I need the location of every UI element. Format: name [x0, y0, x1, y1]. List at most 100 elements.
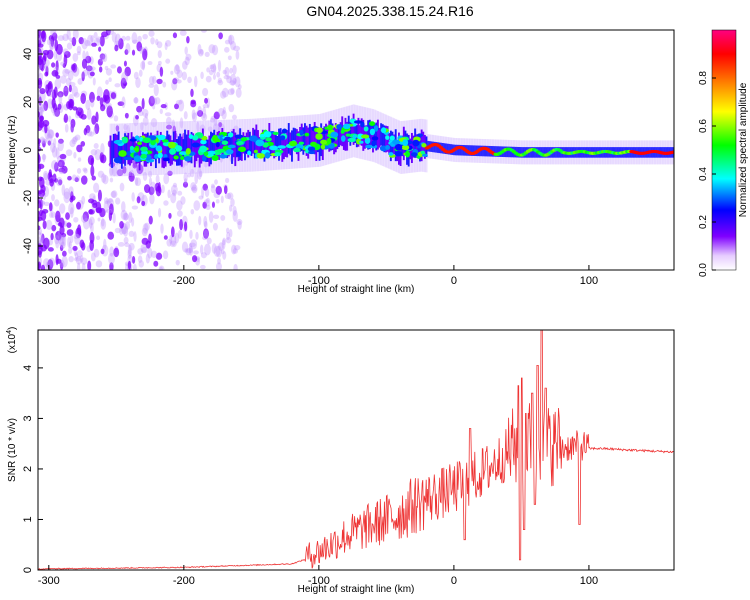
spectral-band-core — [483, 145, 486, 157]
spectral-noise-blob — [49, 178, 55, 187]
spectral-noise-blob — [109, 203, 114, 216]
spectral-noise-blob — [60, 75, 67, 84]
spectral-band-core — [159, 131, 162, 158]
spectral-noise-blob — [234, 76, 241, 88]
spectral-noise-blob — [59, 153, 67, 160]
spectral-noise-blob — [38, 138, 41, 145]
spectral-noise-blob — [150, 95, 155, 104]
spectral-noise-blob — [200, 49, 204, 55]
spectral-band-core — [185, 134, 188, 154]
spectral-noise-blob — [183, 178, 188, 185]
spectral-band-core — [127, 132, 130, 165]
spectral-peak — [326, 137, 332, 145]
spectral-noise-blob — [88, 209, 94, 215]
spectral-noise-blob — [121, 71, 128, 84]
spectral-band-core — [555, 147, 558, 158]
spectral-noise-blob — [106, 105, 113, 118]
spectral-noise-blob — [208, 44, 216, 54]
spectral-band-core — [521, 147, 524, 158]
spectral-noise-blob — [40, 104, 47, 112]
spectral-peak — [389, 135, 395, 141]
spectral-noise-blob — [123, 81, 128, 87]
spectral-noise-blob — [84, 39, 91, 47]
spectral-band-core — [367, 120, 370, 150]
spectral-noise-blob — [224, 177, 230, 184]
spectral-noise-blob — [90, 34, 95, 43]
spectral-noise-blob — [51, 146, 58, 158]
spectral-noise-blob — [202, 103, 210, 109]
spectral-noise-blob — [58, 92, 63, 104]
spectral-noise-blob — [55, 60, 59, 72]
spectral-noise-blob — [189, 242, 196, 248]
spectral-noise-blob — [215, 245, 223, 258]
spectral-band-core — [193, 135, 196, 168]
spectral-peak — [385, 135, 390, 140]
spectral-band-core — [338, 125, 341, 147]
spectral-noise-blob — [220, 215, 226, 221]
spectral-band-core — [522, 147, 525, 158]
spectral-noise-blob — [76, 168, 82, 174]
colorbar-label: Normalized spectral amplitude — [738, 82, 749, 217]
spectral-peak — [192, 135, 199, 141]
spectral-noise-blob — [93, 182, 100, 193]
spectral-noise-blob — [62, 33, 69, 42]
spectral-noise-blob — [206, 237, 212, 245]
spectral-noise-blob — [232, 64, 237, 75]
spectral-peak — [184, 155, 192, 162]
spectral-noise-blob — [220, 90, 227, 99]
spectral-noise-blob — [214, 179, 218, 185]
spectral-noise-blob — [140, 60, 146, 70]
spectral-noise-blob — [141, 246, 148, 254]
spectral-noise-blob — [99, 54, 106, 63]
x-tick-label: -200 — [173, 275, 195, 287]
spectral-noise-blob — [211, 201, 216, 208]
spectral-noise-blob — [74, 233, 81, 245]
spectral-noise-blob — [122, 165, 127, 174]
spectral-peak — [380, 127, 387, 134]
spectral-noise-blob — [123, 212, 129, 221]
spectral-noise-blob — [55, 254, 59, 266]
spectral-noise-blob — [184, 46, 188, 55]
spectral-noise-blob — [65, 149, 73, 157]
spectral-noise-blob — [186, 247, 194, 254]
spectral-peak — [129, 145, 134, 151]
spectral-noise-blob — [63, 113, 69, 123]
spectral-band-core — [206, 139, 209, 162]
spectral-band-core — [226, 132, 229, 159]
x-tick-label: 0 — [451, 275, 457, 287]
spectral-band-core — [495, 146, 498, 157]
spectral-noise-blob — [188, 242, 192, 254]
spectral-band-core — [201, 128, 204, 162]
spectral-noise-blob — [104, 65, 109, 71]
spectral-noise-blob — [125, 35, 131, 41]
spectral-noise-blob — [39, 209, 43, 216]
spectral-band-core — [509, 146, 512, 158]
spectral-noise-blob — [73, 91, 80, 98]
spectral-noise-blob — [40, 264, 46, 270]
spectral-peak — [342, 123, 351, 130]
spectral-band-core — [197, 138, 200, 158]
spectral-band-core — [436, 142, 439, 153]
spectral-noise-blob — [73, 216, 79, 223]
spectral-band-core — [545, 147, 548, 158]
spectral-noise-blob — [203, 243, 211, 256]
spectral-band-core — [558, 147, 561, 158]
spectral-noise-blob — [208, 69, 214, 76]
spectral-peak — [240, 137, 248, 142]
spectral-peak — [371, 140, 376, 147]
spectral-noise-blob — [72, 174, 77, 181]
spectral-noise-blob — [192, 255, 198, 263]
spectral-noise-blob — [54, 234, 60, 245]
spectral-noise-blob — [172, 32, 178, 39]
spectral-noise-blob — [161, 184, 165, 194]
spectral-noise-blob — [212, 63, 217, 75]
spectral-noise-blob — [208, 211, 214, 223]
spectral-band-core — [482, 145, 485, 157]
spectral-noise-blob — [182, 60, 188, 70]
spectral-noise-blob — [183, 172, 188, 183]
spectral-peak — [255, 139, 265, 147]
spectral-noise-blob — [74, 177, 79, 183]
spectral-noise-blob — [200, 264, 206, 270]
y-tick-label: 0 — [22, 147, 34, 153]
spectral-noise-blob — [168, 212, 172, 219]
